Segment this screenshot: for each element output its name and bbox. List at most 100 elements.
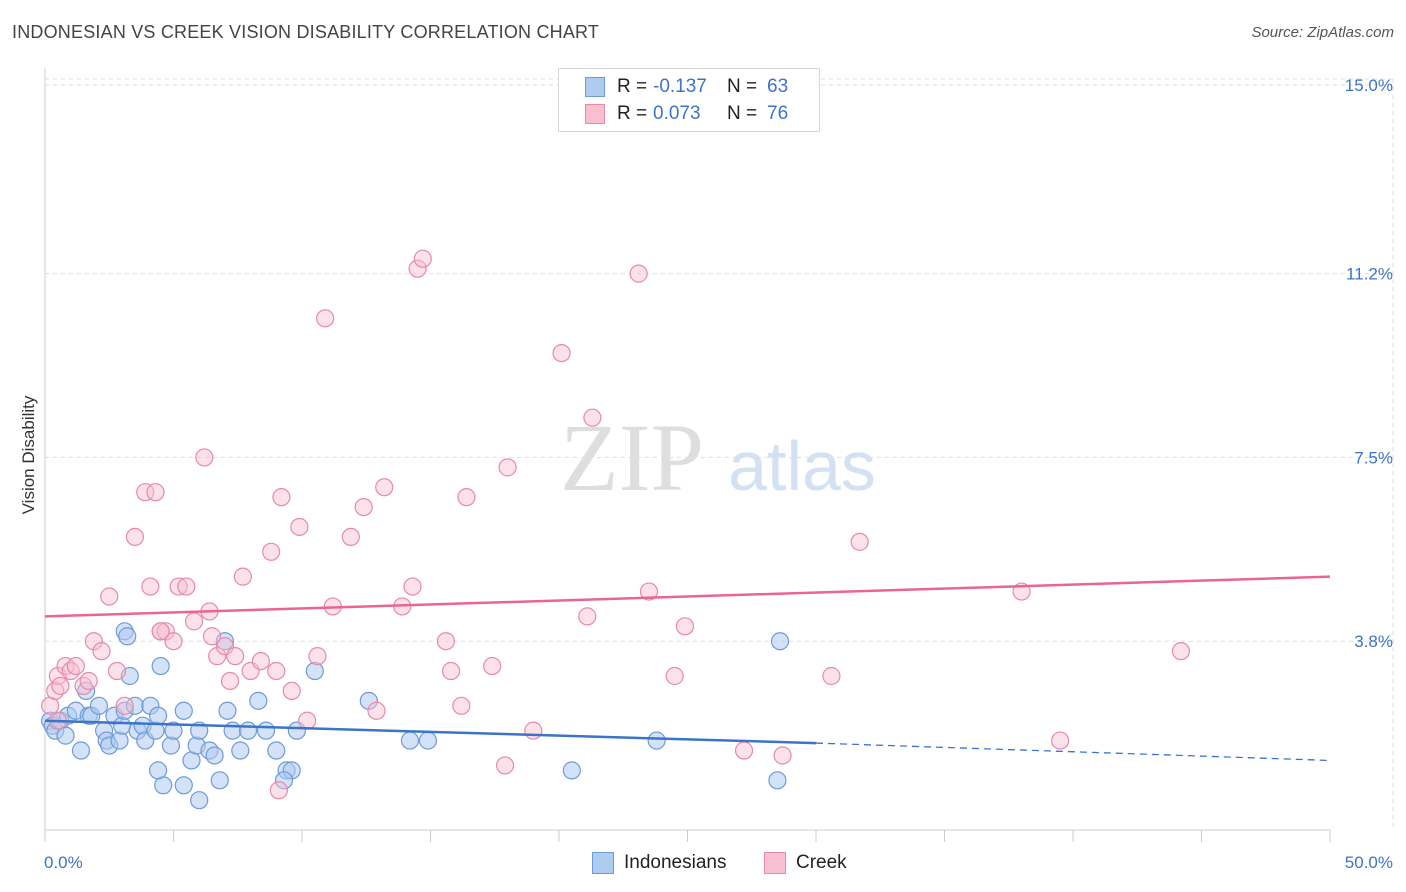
creek-point (413, 249, 432, 268)
creek-point (262, 542, 281, 561)
creek-point (298, 711, 317, 730)
indonesians-point (256, 721, 276, 740)
trend-lines (44, 575, 1331, 762)
y-tick-label: 7.5% (1354, 448, 1393, 467)
creek-point (734, 741, 754, 760)
indonesians-point (118, 627, 137, 646)
watermark-atlas: atlas (728, 427, 876, 505)
creek-point (125, 527, 145, 547)
indonesians-trend-extension (815, 742, 1331, 762)
creek-point (308, 647, 327, 666)
bottom-legend-creek: Creek (764, 852, 847, 874)
indonesians-point (110, 731, 129, 750)
creek-point (74, 676, 93, 696)
creek-point (220, 671, 240, 691)
creek-point (100, 587, 119, 606)
creek-point (341, 527, 360, 547)
creek-point (92, 642, 111, 661)
n-label: N = (727, 103, 758, 124)
axes (44, 68, 1331, 842)
indonesians-point (174, 701, 193, 720)
creek-point (495, 756, 515, 775)
creek-point (675, 617, 695, 636)
creek-point (226, 647, 245, 666)
indonesians-point (148, 761, 168, 780)
bottom-legend-label: Indonesians (624, 852, 727, 873)
creek-point (107, 661, 127, 681)
indonesians-points (41, 622, 790, 810)
creek-point (483, 656, 502, 676)
creek-point (457, 488, 476, 507)
creek-point (367, 701, 386, 720)
indonesians-point (418, 731, 438, 750)
indonesians-point (223, 721, 242, 740)
r-value: -0.137 (653, 76, 707, 97)
indonesians-point (359, 691, 378, 710)
tick-labels: 3.8% 7.5% 11.2% 15.0% 0.0% 50.0% (44, 76, 1393, 872)
indonesians-trend-line (44, 719, 817, 745)
creek-point (208, 647, 227, 666)
indonesians-point (768, 771, 787, 790)
creek-point (202, 627, 222, 646)
indonesians-point (56, 726, 75, 745)
creek-point (282, 681, 301, 701)
creek-point (822, 666, 841, 686)
creek-point (629, 264, 648, 283)
creek-point (552, 343, 571, 363)
legend-swatch-creek (585, 104, 605, 124)
indonesians-point (218, 701, 237, 720)
source-note: Source: ZipAtlas.com (1251, 24, 1394, 41)
indonesians-point (164, 721, 183, 740)
bottom-legend-label: Creek (796, 852, 847, 873)
indonesians-point (231, 741, 250, 760)
indonesians-point (238, 721, 258, 740)
legend-swatch-indonesians (585, 77, 605, 97)
creek-point (184, 612, 204, 631)
stats-legend: R = -0.137 N = 63 R = 0.073 N = 76 (558, 68, 820, 132)
creek-point (375, 478, 394, 497)
n-value: 76 (767, 103, 789, 124)
creek-point (354, 497, 373, 517)
n-label: N = (727, 76, 758, 97)
indonesians-point (71, 741, 91, 760)
creek-point (177, 577, 196, 596)
creek-point (233, 567, 252, 586)
creek-point (156, 622, 175, 641)
bottom-swatch-indonesians (592, 852, 614, 874)
creek-point (66, 656, 85, 676)
creek-point (665, 666, 684, 686)
creek-point (583, 408, 602, 427)
legend-row-creek: R = 0.073 N = 76 (585, 102, 788, 126)
n-value: 63 (767, 76, 789, 97)
indonesians-point (190, 791, 209, 810)
indonesians-point (161, 736, 181, 755)
creek-point (850, 532, 869, 551)
r-label: R = (617, 76, 648, 97)
indonesians-point (112, 716, 132, 735)
creek-point (498, 458, 517, 477)
creek-point (773, 746, 792, 765)
creek-point (195, 448, 214, 467)
indonesians-point (562, 761, 581, 780)
creek-point (1051, 731, 1070, 750)
creek-point (136, 483, 155, 502)
indonesians-point (148, 706, 168, 725)
creek-point (452, 696, 471, 715)
creek-point (61, 661, 80, 681)
creek-points (41, 249, 1191, 800)
indonesians-point (174, 776, 193, 795)
r-value: 0.073 (653, 103, 701, 124)
indonesians-point (305, 661, 324, 681)
creek-point (51, 676, 70, 696)
indonesians-point (205, 746, 224, 765)
creek-point (639, 582, 659, 601)
y-tick-label: 11.2% (1346, 265, 1393, 284)
creek-point (316, 309, 335, 328)
creek-point (151, 622, 170, 641)
indonesians-point (151, 656, 170, 676)
creek-point (251, 651, 270, 671)
creek-point (524, 721, 543, 740)
creek-point (408, 259, 427, 278)
indonesians-point (249, 691, 268, 710)
creek-point (290, 517, 309, 537)
